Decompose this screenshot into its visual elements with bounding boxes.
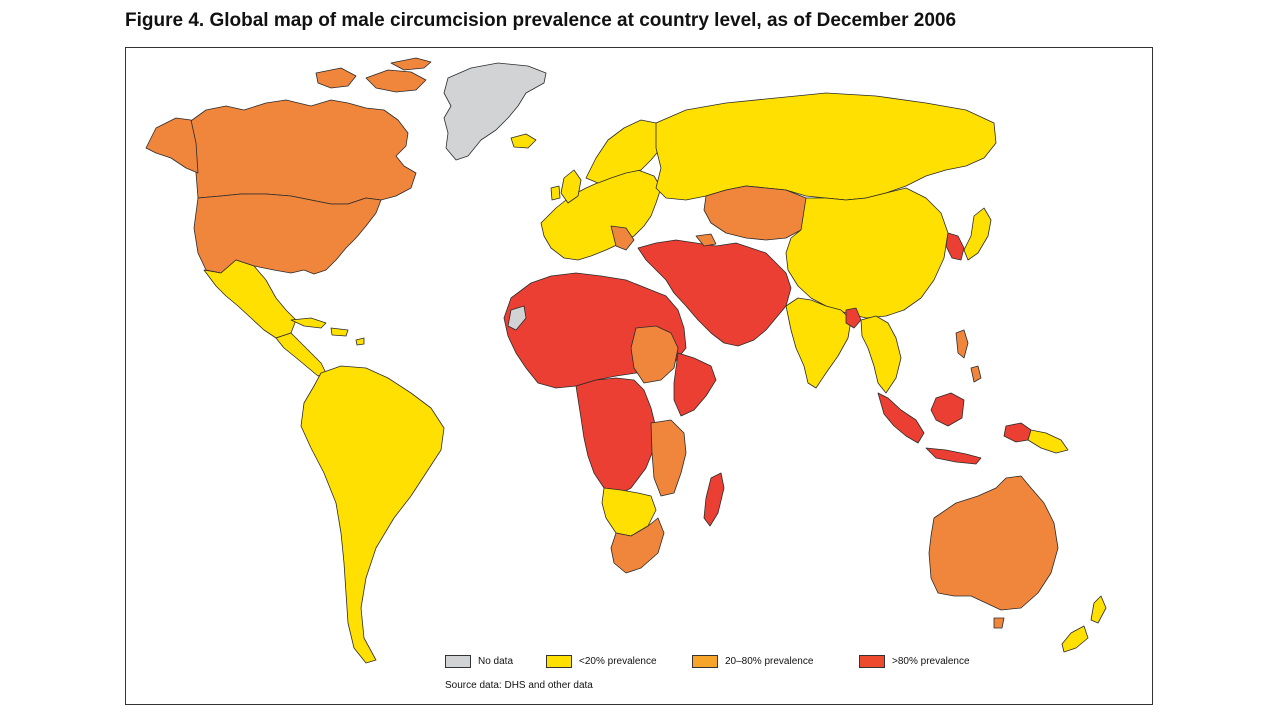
region-china <box>785 187 949 319</box>
region-caucasus <box>695 233 717 247</box>
region-sudan <box>630 325 679 384</box>
region-madagascar <box>703 472 725 527</box>
region-new-guinea-east <box>1027 429 1069 454</box>
region-horn-africa <box>673 352 717 417</box>
map-frame: No data <20% prevalence 20–80% prevalenc… <box>125 47 1153 705</box>
legend-item-no-data: No data <box>445 653 513 669</box>
region-central-africa <box>575 377 657 497</box>
figure-title: Figure 4. Global map of male circumcisio… <box>125 10 957 31</box>
region-alaska <box>145 117 199 174</box>
region-southern-africa-mid <box>610 517 665 574</box>
region-south-america <box>300 365 445 664</box>
legend-label: No data <box>478 655 514 667</box>
map-legend: No data <20% prevalence 20–80% prevalenc… <box>445 653 1005 669</box>
region-east-africa <box>650 419 687 497</box>
region-se-asia <box>860 315 902 394</box>
region-greenland <box>443 62 547 161</box>
region-australia <box>928 475 1059 611</box>
region-central-asia <box>703 185 812 241</box>
region-caribbean <box>290 317 365 346</box>
legend-item-mid: 20–80% prevalence <box>692 653 813 669</box>
region-british-isles <box>550 169 582 204</box>
world-map <box>145 57 1107 664</box>
region-tasmania <box>993 617 1005 629</box>
region-balkans <box>610 225 635 251</box>
legend-swatch <box>445 654 471 668</box>
region-philippines <box>955 329 982 383</box>
region-canada-islands <box>315 57 432 93</box>
region-western-sahara <box>507 305 527 331</box>
source-note: Source data: DHS and other data <box>445 680 593 691</box>
region-russia <box>655 92 997 201</box>
region-bangladesh <box>845 307 862 329</box>
legend-swatch <box>859 654 885 668</box>
region-central-america <box>275 332 327 377</box>
region-middle-east <box>637 239 792 347</box>
region-india <box>785 297 852 389</box>
region-mexico <box>203 259 297 339</box>
legend-label: 20–80% prevalence <box>725 655 814 667</box>
region-korea <box>945 232 965 261</box>
region-japan <box>963 207 992 261</box>
region-iceland <box>510 133 537 149</box>
region-indonesia-west <box>877 392 982 465</box>
region-new-guinea-west <box>1003 422 1032 443</box>
legend-label: >80% prevalence <box>892 655 970 667</box>
legend-item-high: >80% prevalence <box>859 653 970 669</box>
legend-label: <20% prevalence <box>579 655 657 667</box>
legend-item-low: <20% prevalence <box>546 653 657 669</box>
region-canada <box>187 99 417 205</box>
legend-swatch <box>692 654 718 668</box>
legend-swatch <box>546 654 572 668</box>
region-new-zealand <box>1061 595 1107 653</box>
region-usa <box>193 193 382 275</box>
